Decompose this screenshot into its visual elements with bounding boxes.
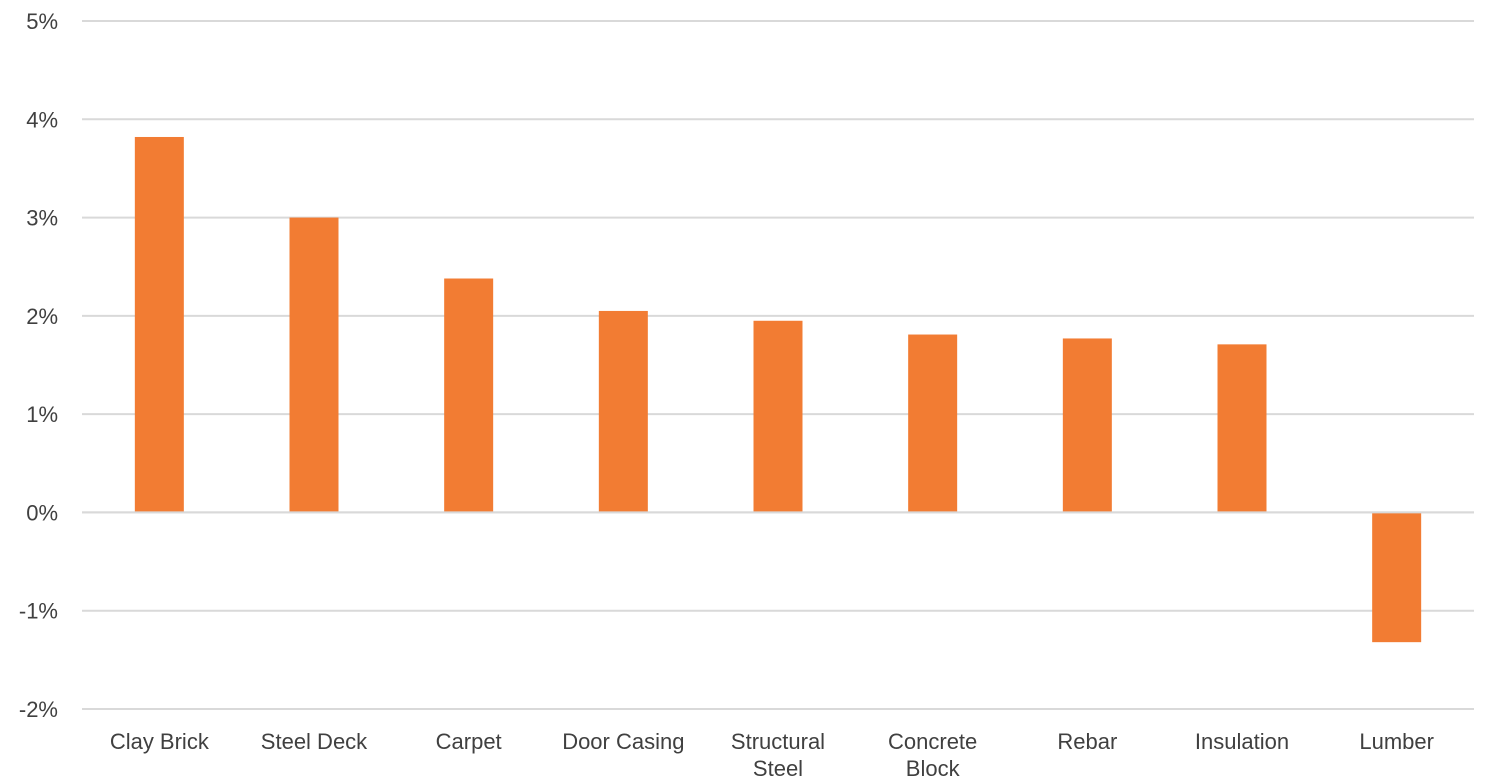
x-category-label: Lumber	[1359, 729, 1434, 754]
x-category-label: Door Casing	[562, 729, 684, 754]
x-category-label: Insulation	[1195, 729, 1289, 754]
bar	[1372, 512, 1422, 643]
x-category-label: Clay Brick	[110, 729, 210, 754]
bar	[444, 278, 494, 513]
x-category-label: Steel	[753, 756, 803, 781]
y-tick-label: 5%	[26, 9, 58, 34]
bar	[134, 136, 184, 513]
y-tick-label: 2%	[26, 304, 58, 329]
x-category-label: Block	[906, 756, 961, 781]
x-category-label: Concrete	[888, 729, 977, 754]
x-axis-category-labels: Clay Brick Steel Deck Carpet Door Casing Str…	[110, 729, 1434, 781]
y-tick-label: -2%	[19, 697, 58, 722]
bars	[82, 136, 1474, 643]
y-tick-label: 3%	[26, 206, 58, 231]
bar	[1217, 344, 1267, 513]
x-category-label: Steel Deck	[261, 729, 368, 754]
x-category-label: Rebar	[1057, 729, 1117, 754]
bar	[598, 310, 648, 513]
y-tick-label: 4%	[26, 107, 58, 132]
y-axis-tick-labels: 5% 4% 3% 2% 1% 0% -1% -2%	[19, 9, 58, 722]
x-category-label: Carpet	[436, 729, 502, 754]
y-tick-label: -1%	[19, 599, 58, 624]
bar	[289, 217, 339, 513]
bar	[753, 320, 803, 513]
bar	[1062, 338, 1112, 513]
bar	[908, 334, 958, 513]
y-tick-label: 1%	[26, 402, 58, 427]
y-tick-label: 0%	[26, 500, 58, 525]
x-category-label: Structural	[731, 729, 825, 754]
